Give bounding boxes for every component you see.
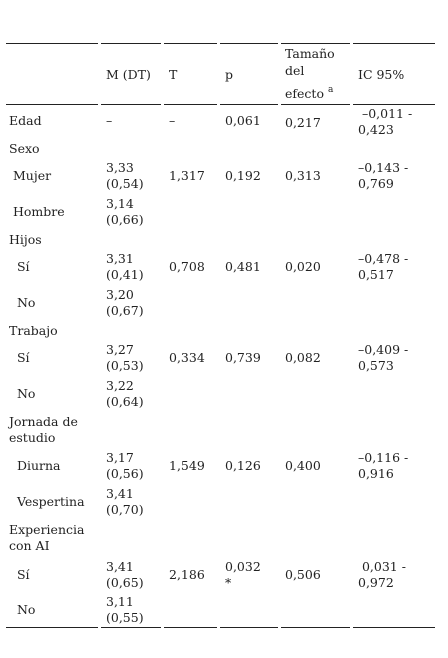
cell-mdt-sd: (0,54): [106, 176, 144, 191]
row-label: Sí: [9, 350, 30, 365]
cell-t: –: [169, 113, 176, 128]
row-label: Sí: [9, 567, 30, 582]
cell-ic-line2: 0,769: [358, 176, 394, 191]
header-efecto-line2: del: [285, 63, 305, 78]
cell-ic-line1: –0,409 -: [358, 342, 409, 357]
row-label: Mujer: [9, 168, 52, 183]
cell-ic-line1: –0,116 -: [358, 450, 409, 465]
bottom-rule: [164, 627, 217, 628]
row-label: No: [9, 602, 36, 617]
row-label: No: [9, 295, 36, 310]
cell-effect: 0,400: [285, 458, 321, 473]
cell-mdt-mean: 3,22: [106, 378, 134, 393]
row-label: Hombre: [9, 204, 65, 219]
cell-ic-line1: –0,143 -: [358, 160, 409, 175]
header-mdt: M (DT): [106, 67, 151, 82]
cell-effect: 0,082: [285, 350, 321, 365]
bottom-rule: [6, 627, 98, 628]
cell-p: 0,739: [225, 350, 261, 365]
cell-mdt-sd: (0,64): [106, 394, 144, 409]
cell-ic-line2: 0,517: [358, 267, 394, 282]
group-label: Hijos: [9, 232, 42, 247]
row-label: Sí: [9, 259, 30, 274]
row-label: No: [9, 386, 36, 401]
top-rule: [281, 43, 350, 44]
cell-t: 0,334: [169, 350, 205, 365]
header-efecto-line1: Tamaño: [285, 46, 335, 61]
bottom-rule: [281, 627, 350, 628]
header-ic: IC 95%: [358, 67, 405, 82]
cell-mdt-sd: (0,67): [106, 303, 144, 318]
cell-ic-line2: 0,573: [358, 358, 394, 373]
cell-t: 0,708: [169, 259, 205, 274]
group-label: Sexo: [9, 141, 40, 156]
bottom-rule: [101, 627, 161, 628]
cell-t: 1,317: [169, 168, 205, 183]
cell-p: 0,192: [225, 168, 261, 183]
cell-ic-line1: 0,031 -: [358, 559, 406, 574]
cell-mdt-mean: 3,33: [106, 160, 134, 175]
cell-p: 0,126: [225, 458, 261, 473]
header-rule: [6, 104, 98, 105]
row-label: Diurna: [9, 458, 61, 473]
header-rule: [164, 104, 217, 105]
cell-ic-line1: –0,011 -: [358, 106, 413, 121]
cell-ic-line2: 0,972: [358, 575, 394, 590]
cell-effect: 0,020: [285, 259, 321, 274]
cell-t: 2,186: [169, 567, 205, 582]
top-rule: [6, 43, 98, 44]
cell-mdt-sd: (0,66): [106, 212, 144, 227]
row-label: Edad: [9, 113, 42, 128]
cell-p-line1: 0,032: [225, 559, 261, 574]
cell-mdt-mean: 3,31: [106, 251, 134, 266]
group-label-line2: estudio: [9, 430, 56, 445]
top-rule: [220, 43, 278, 44]
row-label: Vespertina: [9, 494, 85, 509]
cell-ic-line2: 0,423: [358, 122, 394, 137]
cell-mdt-sd: (0,55): [106, 610, 144, 625]
header-p: p: [225, 67, 234, 82]
group-label: Trabajo: [9, 323, 58, 338]
header-rule: [101, 104, 161, 105]
cell-p: 0,061: [225, 113, 261, 128]
cell-p-significance: *: [225, 575, 232, 590]
cell-mdt-sd: (0,56): [106, 466, 144, 481]
cell-effect: 0,506: [285, 567, 321, 582]
group-label-line1: Jornada de: [9, 414, 78, 429]
cell-mdt-mean: 3,14: [106, 196, 134, 211]
cell-mdt-mean: 3,41: [106, 559, 134, 574]
bottom-rule: [353, 627, 435, 628]
bottom-rule: [220, 627, 278, 628]
cell-mdt-mean: 3,17: [106, 450, 134, 465]
top-rule: [353, 43, 435, 44]
cell-ic-line1: –0,478 -: [358, 251, 409, 266]
cell-t: 1,549: [169, 458, 205, 473]
header-rule: [281, 104, 350, 105]
cell-mdt-sd: (0,70): [106, 502, 144, 517]
cell-ic-line2: 0,916: [358, 466, 394, 481]
cell-mdt: –: [106, 113, 113, 128]
cell-p: 0,481: [225, 259, 261, 274]
cell-mdt-sd: (0,41): [106, 267, 144, 282]
cell-mdt-mean: 3,41: [106, 486, 134, 501]
header-rule: [353, 104, 435, 105]
cell-mdt-mean: 3,20: [106, 287, 134, 302]
header-efecto-line3: efecto a: [285, 85, 334, 102]
cell-effect: 0,313: [285, 168, 321, 183]
group-label-line1: Experiencia: [9, 522, 85, 537]
header-rule: [220, 104, 278, 105]
top-rule: [101, 43, 161, 44]
cell-mdt-mean: 3,11: [106, 594, 134, 609]
header-t: T: [169, 67, 178, 82]
top-rule: [164, 43, 217, 44]
cell-mdt-sd: (0,65): [106, 575, 144, 590]
cell-mdt-sd: (0,53): [106, 358, 144, 373]
cell-effect: 0,217: [285, 115, 321, 130]
cell-mdt-mean: 3,27: [106, 342, 134, 357]
group-label-line2: con AI: [9, 538, 50, 553]
